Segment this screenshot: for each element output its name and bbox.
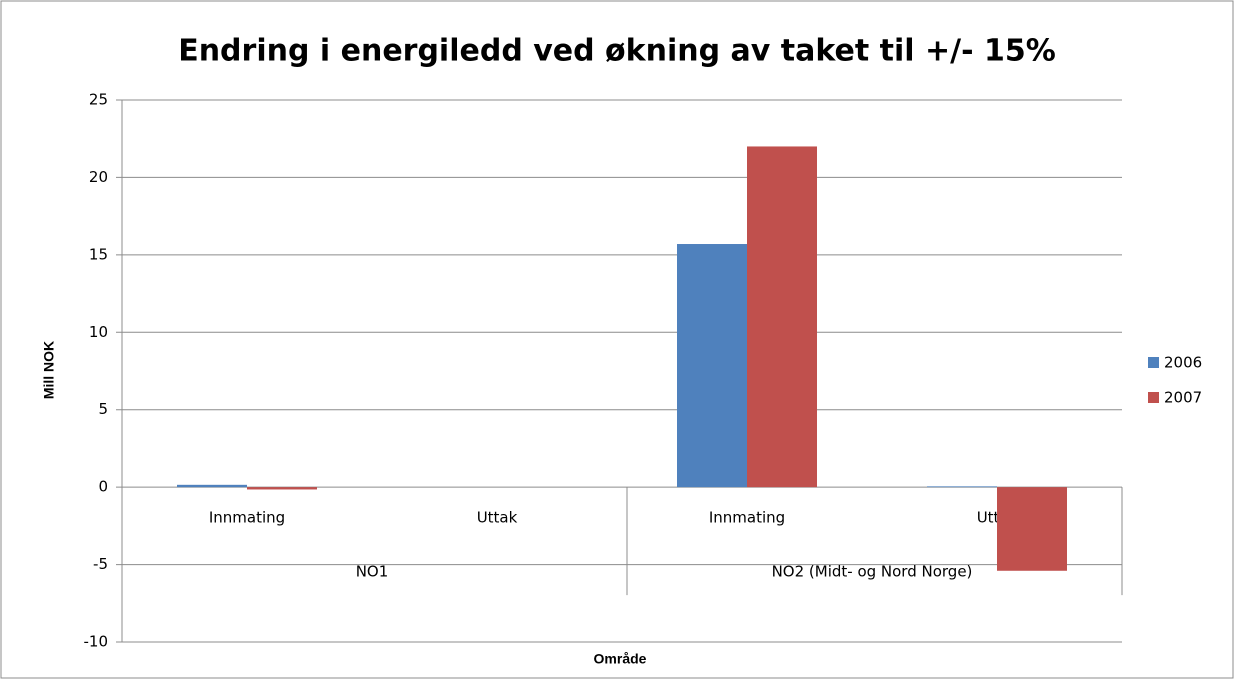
legend-label: 2006 [1164, 354, 1202, 372]
bar [997, 487, 1067, 571]
chart-title: Endring i energiledd ved økning av taket… [178, 34, 1056, 69]
bar [927, 486, 997, 488]
bar [747, 146, 817, 488]
y-tick-label: 0 [98, 478, 108, 496]
y-axis-label: Mill NOK [41, 341, 57, 399]
x-tick-label: Innmating [709, 509, 785, 527]
y-tick-label: 25 [89, 91, 108, 109]
y-tick-label: 10 [89, 323, 108, 341]
legend-swatch [1148, 357, 1159, 368]
y-tick-label: 20 [89, 168, 108, 186]
group-label: NO1 [356, 563, 389, 581]
group-label: NO2 (Midt- og Nord Norge) [772, 563, 973, 581]
legend-label: 2007 [1164, 389, 1202, 407]
x-tick-label: Uttak [477, 509, 518, 527]
legend-swatch [1148, 392, 1159, 403]
x-tick-label: Innmating [209, 509, 285, 527]
bar [177, 484, 247, 488]
y-tick-label: 5 [98, 400, 108, 418]
y-tick-label: -10 [84, 633, 109, 651]
bar [247, 487, 317, 490]
y-tick-label: -5 [93, 555, 108, 573]
bar [677, 244, 747, 488]
y-tick-label: 15 [89, 245, 108, 263]
x-axis-label: Område [594, 651, 647, 667]
